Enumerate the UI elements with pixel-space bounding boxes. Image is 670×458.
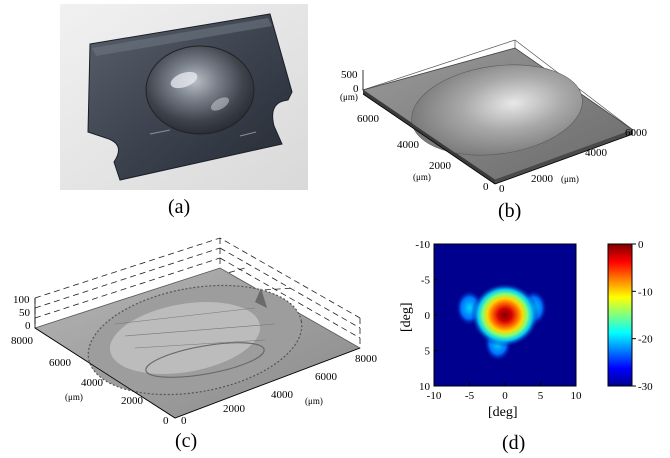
panel-a-photo — [60, 4, 308, 190]
heatmap-x-tick-label: -5 — [465, 390, 475, 402]
panel-c-z-tick: 0 — [25, 320, 31, 332]
heatmap-main-lobe — [471, 283, 539, 347]
colorbar-tick-label: 0 — [638, 239, 644, 251]
panel-b-z-unit: (μm) — [340, 92, 358, 102]
panel-b-x-tick: 6000 — [625, 127, 648, 139]
panel-b-y-tick: 6000 — [357, 113, 380, 125]
panel-c-y-tick: 2000 — [121, 395, 144, 407]
panel-c-x-tick: 4000 — [271, 389, 294, 401]
heatmap-x-tick-label: 10 — [571, 390, 583, 402]
panel-c-y-tick: 6000 — [49, 357, 72, 369]
panel-a — [60, 4, 308, 190]
heatmap-y-tick-label: -5 — [421, 275, 431, 287]
panel-b-y-tick: 4000 — [397, 139, 420, 151]
heatmap-y-tick-label: 10 — [419, 381, 431, 393]
heatmap-x-label: [deg] — [488, 405, 518, 420]
panel-c-y-unit: (μm) — [65, 392, 83, 402]
heatmap-x-tick-label: 0 — [502, 390, 508, 402]
panel-a-caption: (a) — [168, 196, 191, 218]
panel-c-caption: (c) — [175, 430, 198, 452]
panel-d: -10 -5 0 5 10 -10 -5 0 5 10 [deg] [deg] 0 -10 -20 -3… — [398, 232, 670, 428]
panel-b-z-tick: 500 — [341, 69, 358, 81]
colorbar-tick-label: -20 — [638, 334, 653, 346]
panel-b-x-tick: 4000 — [585, 147, 608, 159]
panel-c-x-tick: 0 — [181, 415, 187, 426]
panel-c-y-tick: 8000 — [11, 335, 34, 347]
panel-b-z-tick: 0 — [353, 83, 359, 95]
heatmap-x-tick-label: -10 — [427, 390, 442, 402]
panel-c-z-tick: 50 — [19, 307, 31, 319]
panel-c-surface-plot: 100 50 0 8000 6000 4000 (μm) 2000 0 0 20… — [11, 237, 378, 427]
panel-d-caption: (d) — [502, 432, 526, 454]
panel-b-x-unit: (μm) — [561, 174, 579, 184]
heatmap-y-label: [deg] — [399, 302, 414, 332]
panel-c-x-tick: 6000 — [315, 371, 338, 383]
panel-c: 100 50 0 8000 6000 4000 (μm) 2000 0 0 20… — [5, 228, 405, 427]
panel-b: 500 0 (μm) 6000 4000 2000 (μm) 0 0 2000 … — [335, 30, 665, 205]
panel-c-z-tick: 100 — [13, 294, 30, 306]
colorbar — [607, 243, 633, 387]
panel-b-caption: (b) — [498, 200, 522, 222]
colorbar-tick-label: -30 — [638, 381, 653, 393]
panel-c-y-tick: 4000 — [81, 377, 104, 389]
panel-b-y-unit: (μm) — [413, 172, 431, 182]
panel-b-y-tick: 0 — [483, 181, 489, 193]
panel-b-surface-plot: 500 0 (μm) 6000 4000 2000 (μm) 0 0 2000 … — [340, 39, 648, 195]
panel-b-y-tick: 2000 — [429, 160, 452, 172]
panel-c-x-tick: 2000 — [223, 403, 246, 415]
heatmap-y-tick-label: 5 — [425, 346, 431, 358]
panel-c-y-tick: 0 — [163, 415, 169, 426]
heatmap-y-tick-label: -10 — [415, 239, 430, 251]
panel-c-x-unit: (μm) — [305, 396, 323, 406]
panel-b-x-tick: 0 — [499, 183, 505, 195]
panel-b-x-tick: 2000 — [531, 173, 554, 185]
colorbar-tick-label: -10 — [638, 286, 653, 298]
heatmap-y-tick-label: 0 — [425, 310, 431, 322]
heatmap-x-tick-label: 5 — [538, 390, 544, 402]
panel-c-x-tick: 8000 — [355, 353, 378, 365]
